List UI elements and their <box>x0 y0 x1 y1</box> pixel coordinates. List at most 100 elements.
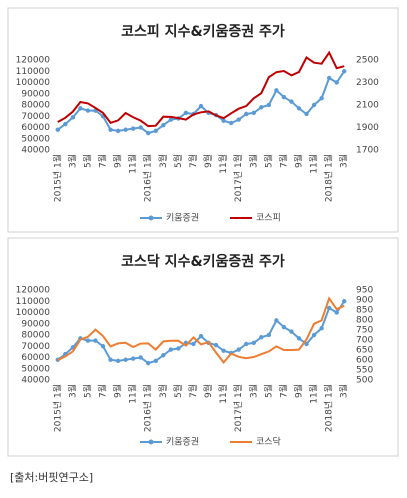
y2-tick-label: 650 <box>356 346 373 356</box>
x-tick-label: 7월 <box>97 384 109 398</box>
point <box>251 110 256 116</box>
legend-label: 키움증권 <box>166 212 199 224</box>
x-tick-label: 5월 <box>81 154 93 168</box>
point <box>146 360 151 366</box>
x-tick-label: 5월 <box>81 384 93 398</box>
point <box>123 127 128 132</box>
point <box>342 69 347 74</box>
point <box>342 299 347 304</box>
x-tick-label: 9월 <box>202 154 214 168</box>
point <box>146 130 151 136</box>
x-tick-label: 11월 <box>127 154 139 174</box>
point <box>311 102 317 108</box>
point <box>326 75 332 81</box>
y2-tick-label: 800 <box>356 316 373 326</box>
point <box>85 108 91 113</box>
legend-label: 코스피 <box>256 213 281 224</box>
point <box>289 329 294 334</box>
x-tick-label: 11월 <box>308 384 320 404</box>
point <box>281 94 287 100</box>
x-tick-label: 5월 <box>172 384 184 398</box>
x-tick-label: 11월 <box>217 384 229 404</box>
point <box>130 126 136 131</box>
legend-marker <box>148 215 154 221</box>
chart-title: 코스피 지수&키움증권 주가 <box>121 24 285 40</box>
point <box>259 335 264 340</box>
point <box>274 318 279 323</box>
x-tick-label: 2018년 1월 <box>323 154 335 202</box>
x-tick-label: 7월 <box>277 154 289 168</box>
point <box>55 127 60 132</box>
point <box>274 88 279 93</box>
y2-tick-label: 2500 <box>356 56 379 66</box>
x-tick-label: 5월 <box>262 384 274 398</box>
point <box>296 336 302 341</box>
point <box>213 342 219 348</box>
point <box>244 111 249 117</box>
x-tick-label: 9월 <box>112 154 124 168</box>
x-tick-label: 3월 <box>338 154 350 168</box>
point <box>334 80 339 85</box>
point <box>168 347 174 352</box>
point <box>168 117 174 122</box>
y-tick-label: 50000 <box>21 134 50 144</box>
chart-box <box>7 7 399 233</box>
y-tick-label: 100000 <box>16 308 51 318</box>
x-tick-label: 2015년 1월 <box>51 384 63 432</box>
x-tick-label: 9월 <box>202 384 214 398</box>
point <box>311 332 317 338</box>
x-tick-label: 11월 <box>308 154 320 174</box>
point <box>85 338 91 343</box>
y-tick-label: 50000 <box>21 364 50 374</box>
point <box>266 332 272 338</box>
point <box>296 106 302 111</box>
x-tick-label: 3월 <box>247 384 259 398</box>
point <box>198 333 204 339</box>
legend-label: 코스닥 <box>256 437 281 448</box>
point <box>259 105 264 110</box>
x-tick-label: 2017년 1월 <box>232 384 244 432</box>
x-tick-label: 5월 <box>172 154 184 168</box>
series-line <box>57 50 345 128</box>
x-tick-label: 3월 <box>157 154 169 168</box>
y2-tick-label: 2300 <box>356 78 379 88</box>
point <box>221 118 226 123</box>
y-tick-label: 70000 <box>21 342 50 352</box>
y-tick-label: 80000 <box>21 101 50 111</box>
y2-tick-label: 850 <box>356 306 373 316</box>
point <box>63 121 68 127</box>
source: [출처:버핏연구소] <box>10 471 93 484</box>
chart-box <box>7 237 399 457</box>
point <box>236 347 241 352</box>
y-tick-label: 90000 <box>21 89 50 99</box>
point <box>319 326 324 331</box>
point <box>266 102 272 108</box>
x-tick-label: 11월 <box>217 154 229 174</box>
y-tick-label: 40000 <box>21 376 50 386</box>
chart-title: 코스닥 지수&키움증권 주가 <box>121 253 285 270</box>
x-tick-label: 9월 <box>112 384 124 398</box>
point <box>334 310 339 315</box>
point <box>221 348 226 353</box>
point <box>304 341 309 347</box>
y-tick-label: 80000 <box>21 331 50 341</box>
x-tick-label: 7월 <box>97 154 109 168</box>
y-tick-label: 90000 <box>21 319 50 329</box>
x-tick-label: 7월 <box>187 384 199 398</box>
point <box>289 99 294 104</box>
y-tick-label: 110000 <box>16 297 51 307</box>
y2-tick-label: 500 <box>356 376 373 386</box>
y2-tick-label: 1700 <box>356 146 379 156</box>
x-tick-label: 3월 <box>338 384 350 398</box>
y2-tick-label: 750 <box>356 326 373 336</box>
point <box>138 355 143 360</box>
y-tick-label: 100000 <box>16 78 51 88</box>
point <box>228 120 234 126</box>
point <box>108 127 113 132</box>
x-tick-label: 2015년 1월 <box>51 154 63 202</box>
y-tick-label: 60000 <box>21 123 50 133</box>
point <box>153 358 158 364</box>
point <box>115 358 121 364</box>
